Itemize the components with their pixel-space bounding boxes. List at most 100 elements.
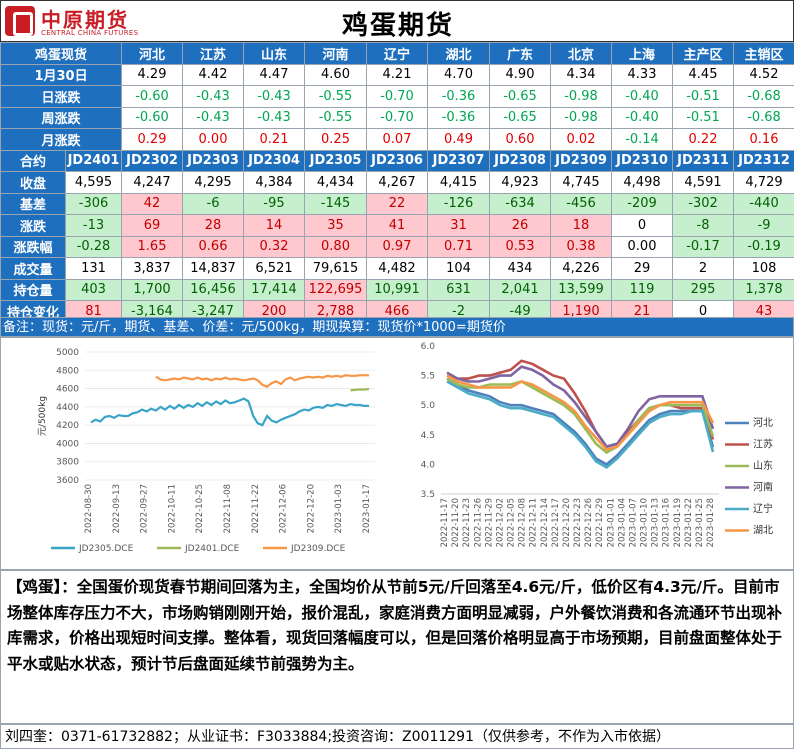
table-cell: -0.19	[733, 235, 794, 258]
region-header: 上海	[611, 42, 674, 65]
contract-header: JD2303	[182, 149, 245, 172]
table-cell: -0.51	[672, 106, 735, 129]
table-cell: 0.16	[733, 128, 794, 151]
x-tick-label: 2022-12-20	[562, 498, 572, 547]
table-cell: 4,434	[304, 171, 368, 194]
table-cell: 4,482	[366, 257, 429, 280]
table-cell: -145	[304, 192, 368, 215]
table-row: 1月30日 4.29 4.42 4.47 4.60 4.21 4.70 4.90 4.34 4.3…	[0, 63, 794, 86]
row-label: 月涨跌	[0, 128, 123, 151]
table-cell: 0.02	[550, 128, 613, 151]
table-cell: 13,599	[550, 278, 613, 301]
region-header: 辽宁	[366, 42, 429, 65]
x-tick-label: 2022-12-20	[306, 484, 316, 533]
table-cell: 1,190	[550, 300, 613, 323]
series-line	[446, 365, 715, 449]
table-cell: 0.32	[243, 235, 306, 258]
row-label: 涨跌幅	[0, 235, 66, 258]
y-tick-label: 6.0	[421, 342, 436, 352]
x-tick-label: 2022-09-13	[112, 484, 122, 533]
y-axis-label: 元/500kg	[38, 396, 48, 436]
region-header: 河南	[304, 42, 368, 65]
table-cell: 0.97	[366, 235, 429, 258]
table-cell: 4.34	[550, 63, 613, 86]
table-row: 周涨跌 -0.60 -0.43 -0.43 -0.55 -0.70 -0.36 -0.65 -0…	[0, 106, 794, 129]
table-cell: -0.98	[550, 85, 613, 108]
table-cell: -6	[182, 192, 245, 215]
y-tick-label: 5.5	[421, 372, 435, 382]
table-cell: -8	[672, 214, 735, 237]
table-cell: 28	[182, 214, 245, 237]
table-cell: 2	[672, 257, 735, 280]
table-cell: 10,991	[366, 278, 429, 301]
x-tick-label: 2023-01-10	[640, 498, 650, 547]
table-cell: -0.40	[611, 106, 674, 129]
x-tick-label: 2022-12-26	[584, 498, 594, 547]
table-cell: 200	[243, 300, 306, 323]
table-cell: -95	[243, 192, 306, 215]
x-tick-label: 2023-01-17	[362, 484, 372, 533]
table-cell: 35	[304, 214, 368, 237]
x-tick-label: 2023-01-04	[617, 498, 627, 547]
table-cell: -0.65	[489, 85, 552, 108]
table-cell: 1,700	[121, 278, 184, 301]
table-cell: -0.98	[550, 106, 613, 129]
x-tick-label: 2022-12-17	[551, 498, 561, 547]
table-cell: 0	[611, 214, 674, 237]
table-cell: -456	[550, 192, 613, 215]
legend-label: 河北	[753, 417, 773, 429]
table-cell: -0.28	[64, 235, 123, 258]
x-tick-label: 2023-01-03	[334, 484, 344, 533]
contract-header: JD2302	[121, 149, 184, 172]
table-cell: 466	[366, 300, 429, 323]
y-tick-label: 4200	[56, 421, 79, 431]
table-cell: -0.55	[304, 85, 368, 108]
table-cell: -49	[489, 300, 552, 323]
table-cell: 17,414	[243, 278, 306, 301]
region-header: 广东	[489, 42, 552, 65]
table-cell: 4,384	[243, 171, 306, 194]
table-cell: 4,295	[182, 171, 245, 194]
table-cell: 4.47	[243, 63, 306, 86]
table-cell: -0.70	[366, 85, 429, 108]
region-header: 江苏	[182, 42, 245, 65]
table-cell: 0.38	[550, 235, 613, 258]
series-line	[446, 374, 715, 452]
table-cell: -0.68	[733, 106, 794, 129]
table-cell: 403	[64, 278, 123, 301]
table-row: 日涨跌 -0.60 -0.43 -0.43 -0.55 -0.70 -0.36 -0.65 -0…	[0, 85, 794, 108]
table-cell: 14	[243, 214, 306, 237]
table-cell: 119	[611, 278, 674, 301]
table-cell: 4,745	[550, 171, 613, 194]
table-cell: -209	[611, 192, 674, 215]
table-cell: 4,267	[366, 171, 429, 194]
table-cell: 22	[366, 192, 429, 215]
x-tick-label: 2022-10-11	[167, 484, 177, 533]
x-tick-label: 2022-11-20	[451, 498, 461, 547]
row-label: 基差	[0, 192, 66, 215]
table-cell: -302	[672, 192, 735, 215]
legend-label: 山东	[753, 459, 773, 472]
table-cell: -306	[64, 192, 123, 215]
table-cell: -0.43	[243, 106, 306, 129]
table-cell: 295	[672, 278, 735, 301]
table-cell: 29	[611, 257, 674, 280]
y-tick-label: 3800	[56, 458, 79, 468]
x-tick-label: 2023-01-25	[695, 498, 705, 547]
x-tick-label: 2022-11-23	[462, 498, 472, 547]
table-cell: -9	[733, 214, 794, 237]
table-cell: 0.25	[304, 128, 368, 151]
x-tick-label: 2023-01-01	[606, 498, 616, 547]
table-cell: 6,521	[243, 257, 306, 280]
series-line	[90, 397, 369, 427]
table-cell: -0.17	[672, 235, 735, 258]
contract-header: JD2305	[304, 149, 368, 172]
legend-label: 江苏	[753, 438, 773, 451]
series-line	[350, 387, 370, 392]
table-cell: 18	[550, 214, 613, 237]
table-cell: 108	[733, 257, 794, 280]
table-cell: 0.00	[182, 128, 245, 151]
row-label: 1月30日	[0, 63, 123, 86]
contract-header: JD2312	[733, 149, 794, 172]
table-row: 月涨跌 0.29 0.00 0.21 0.25 0.07 0.49 0.60 0.02 -0.14…	[0, 128, 794, 151]
